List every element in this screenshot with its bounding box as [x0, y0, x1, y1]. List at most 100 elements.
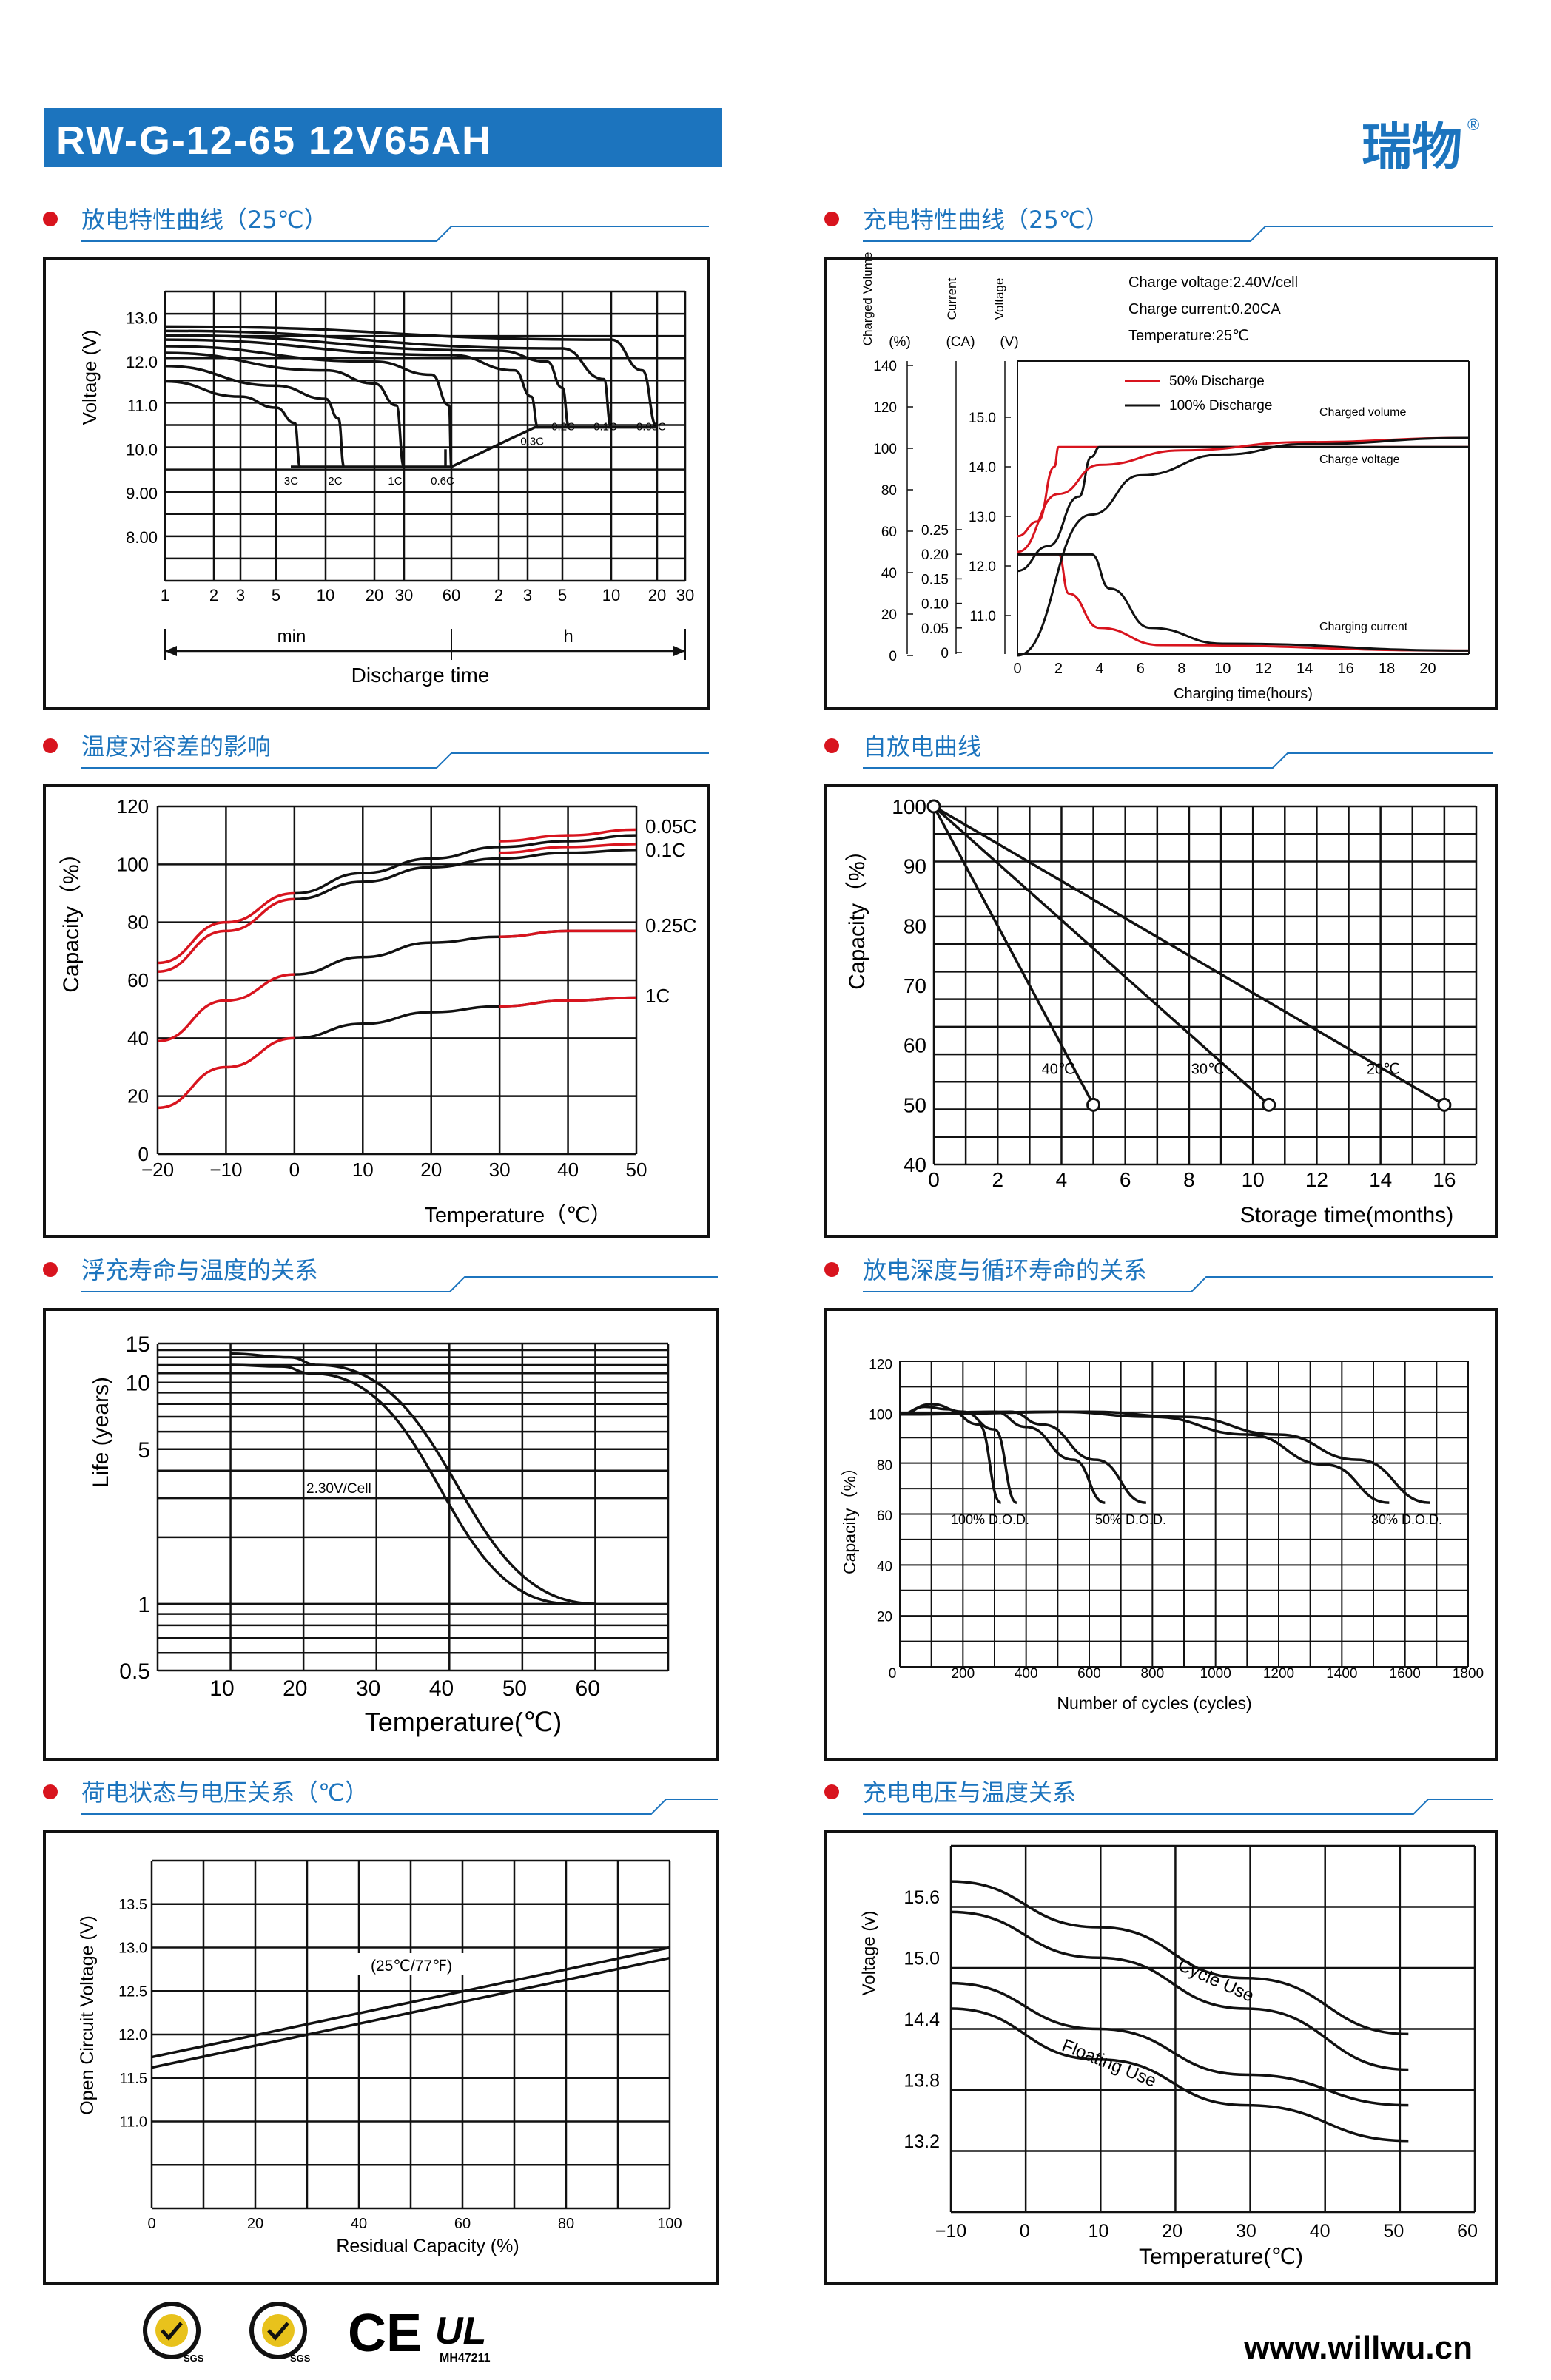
y-tick-label: 15 [126, 1332, 150, 1357]
y-tick-label: 14.4 [904, 2009, 940, 2030]
annotation-cell-voltage: 2.30V/Cell [306, 1481, 371, 1497]
chart-panel-charge_voltage_temp: 充电电压与温度关系 15.6 15.0 14.4 13.8 13.2 −10 0 10 20 30 4… [824, 1779, 1498, 2285]
section-bullet [824, 1784, 839, 1799]
y-tick-label: 20 [127, 1085, 149, 1108]
curve-label-30℃: 30℃ [1191, 1061, 1225, 1077]
x-tick-label: 30 [1236, 2221, 1256, 2242]
y-tick-label: 1 [138, 1593, 150, 1617]
chart-frame [824, 257, 1498, 710]
y-tick-label: 100 [892, 795, 926, 818]
header-band [44, 108, 722, 167]
check-icon [161, 2322, 183, 2341]
x-tick-label: 12 [1256, 661, 1272, 677]
x-tick-label: 20 [247, 2216, 263, 2232]
capacity-curve-1C low [157, 1036, 295, 1110]
chart-panel-ocv_soc: 荷电状态与电压关系（℃） 13.5 13.0 12.5 12.0 11.5 11.0 0 20 4… [43, 1779, 719, 2285]
x-tick-label: 40 [429, 1676, 454, 1701]
discharge-curve-1C [164, 351, 406, 468]
ul-mark: UL MH47211 [435, 2310, 491, 2364]
x-axis-title: Discharge time [351, 664, 490, 687]
dod-label-0: 100% D.O.D. [951, 1512, 1029, 1527]
sgs-label-1: SGS [184, 2353, 204, 2364]
x-tick-label: 50 [626, 1159, 647, 1181]
sgs-cert-badge-1: SGS [143, 2302, 204, 2364]
y-tick-label: 15.6 [904, 1887, 940, 1908]
section-bullet [824, 738, 839, 753]
x-tick-label: 3 [236, 586, 245, 604]
x-tick-label: 50 [1383, 2221, 1404, 2242]
x-tick-label: 30 [489, 1159, 511, 1181]
x-tick-label: 10 [209, 1676, 234, 1701]
section-rule [863, 752, 1493, 769]
x-tick-label: 20 [1419, 661, 1436, 677]
section-bullet [43, 212, 58, 226]
section-bullet [43, 1262, 58, 1277]
charge-curve-50% Discharge voltage [1017, 445, 1469, 538]
charge-curve-100% Discharge current [1017, 553, 1470, 652]
charge-condition: Temperature:25℃ [1128, 328, 1249, 344]
y-tick-label: 70 [904, 974, 926, 997]
section-title: 充电特性曲线（25℃） [863, 206, 1109, 234]
chart-frame [43, 257, 710, 710]
capacity-curve-0.1C [294, 849, 637, 901]
discharge-curve-0.3C [164, 338, 539, 429]
section-rule [863, 1799, 1493, 1815]
y-axis-title: Voltage (V) [78, 330, 101, 425]
x-tick-label: 60 [454, 2216, 471, 2232]
x-tick-label: −20 [141, 1159, 174, 1181]
x-tick-label: 80 [558, 2216, 574, 2232]
model-title: RW-G-12-65 12V65AH [56, 118, 492, 163]
x-tick-label: 5 [272, 586, 280, 604]
voltage-tick-label: 14.0 [969, 460, 996, 476]
curve-label-0.6C: 0.6C [431, 475, 454, 488]
y-tick-label: 120 [117, 795, 149, 818]
end-point-marker [1262, 1097, 1276, 1112]
volume-tick-label: 140 [873, 359, 897, 374]
charge-condition: Charge voltage:2.40V/cell [1128, 274, 1298, 291]
x-tick-label: 8 [1177, 661, 1185, 677]
x-tick-label: 4 [1056, 1168, 1068, 1191]
charge-curve-100% Discharge voltage [1017, 445, 1469, 573]
dod-label-2: 30% D.O.D. [1371, 1512, 1442, 1527]
x-tick-label: 1 [161, 586, 169, 604]
x-tick-label: 400 [1015, 1666, 1038, 1682]
volume-tick-label: 20 [881, 607, 897, 623]
capacity-curve-red-0.05C [499, 828, 637, 843]
x-tick-label: 12 [1305, 1168, 1328, 1191]
self-discharge-line-30℃ [932, 805, 1270, 1106]
charge-condition: Charge current:0.20CA [1128, 301, 1281, 317]
voltage-tick-label: 13.0 [969, 510, 996, 525]
ul-logo-text: UL [435, 2310, 486, 2353]
discharge-curve-0.1C [164, 329, 613, 429]
x-tick-label: 800 [1140, 1666, 1164, 1682]
x-tick-label: 10 [352, 1159, 374, 1181]
life-curve-lower [230, 1363, 570, 1605]
unit-current: (CA) [946, 334, 975, 350]
col-header-current: Current [945, 277, 959, 320]
y-tick-label: 90 [904, 855, 926, 878]
ul-number: MH47211 [440, 2352, 491, 2364]
x-tick-label: 0 [1020, 2221, 1030, 2242]
volume-tick-label: 60 [881, 525, 897, 540]
x-tick-label: 30 [356, 1676, 380, 1701]
y-tick-label: 20 [877, 1610, 892, 1625]
start-point-marker [926, 799, 941, 814]
curve-label-0.25C: 0.25C [645, 914, 696, 937]
x-tick-label: 1400 [1326, 1666, 1357, 1682]
x-tick-label: 10 [602, 586, 620, 604]
x-tick-label: −10 [935, 2221, 966, 2242]
x-tick-label: 14 [1369, 1168, 1392, 1191]
section-rule [81, 1799, 718, 1815]
x-tick-label: 40 [557, 1159, 579, 1181]
y-tick-label: 13.0 [126, 309, 158, 328]
discharge-curve-2C [164, 364, 346, 468]
y-tick-label: 8.00 [126, 528, 158, 547]
y-tick-label: 60 [877, 1508, 892, 1524]
current-tick-label: 0 [941, 646, 949, 661]
annotation-temperature: (25℃/77℉) [371, 1958, 452, 1975]
charge-curve-100% Discharge volume [1017, 436, 1470, 657]
volume-tick-label: 40 [881, 566, 897, 581]
charge-curve-50% Discharge current [1017, 553, 1470, 652]
y-tick-label: 10.0 [126, 440, 158, 459]
